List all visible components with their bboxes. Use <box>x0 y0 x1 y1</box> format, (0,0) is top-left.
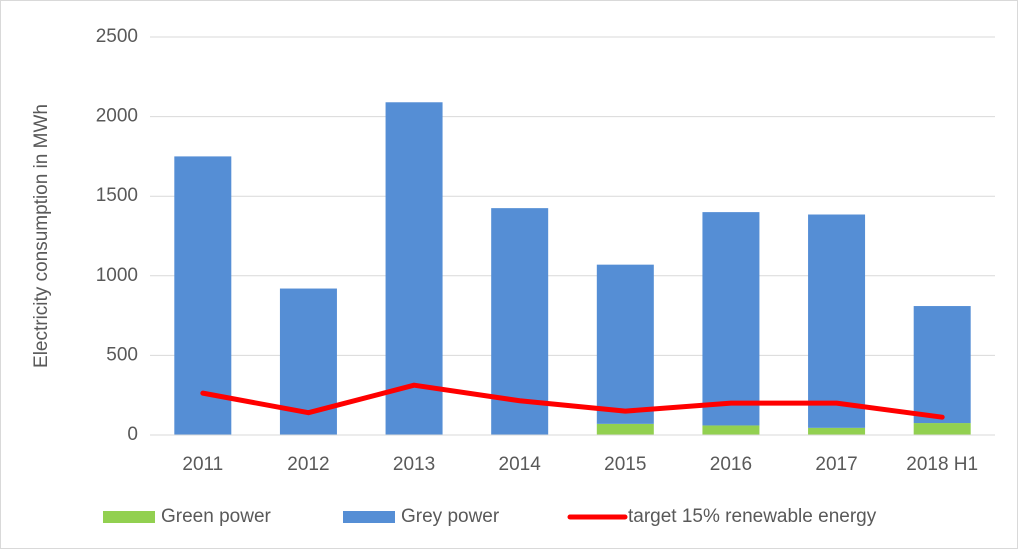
x-tick-label: 2011 <box>182 454 223 475</box>
x-tick-label: 2014 <box>499 454 542 475</box>
bar <box>174 156 232 435</box>
bar <box>385 102 443 435</box>
legend-swatch <box>103 511 155 523</box>
bar <box>596 423 654 435</box>
x-tick-label: 2013 <box>393 454 435 475</box>
bar <box>808 427 866 435</box>
bar <box>596 264 654 424</box>
y-axis-label: Electricity consumption in MWh <box>31 104 52 368</box>
y-tick-label: 2000 <box>96 106 138 127</box>
bar <box>913 306 971 424</box>
x-tick-label: 2017 <box>815 454 857 475</box>
line <box>200 382 945 420</box>
x-tick-label: 2012 <box>287 454 329 475</box>
legend-label: Grey power <box>401 506 500 527</box>
y-tick-label: 1000 <box>96 265 138 286</box>
legend-label: Green power <box>161 506 272 527</box>
y-tick-label: 0 <box>127 424 138 445</box>
y-tick-label: 2500 <box>96 26 138 47</box>
y-tick-label: 1500 <box>96 185 138 206</box>
bar <box>808 214 866 428</box>
x-tick-label: 2016 <box>710 454 752 475</box>
bar <box>913 423 971 435</box>
bar <box>702 425 760 435</box>
y-tick-label: 500 <box>106 344 138 365</box>
x-tick-label: 2018 H1 <box>906 454 978 475</box>
legend-label: target 15% renewable energy <box>628 506 877 527</box>
legend-swatch <box>343 511 395 523</box>
bar <box>702 212 760 426</box>
x-tick-label: 2015 <box>604 454 646 475</box>
